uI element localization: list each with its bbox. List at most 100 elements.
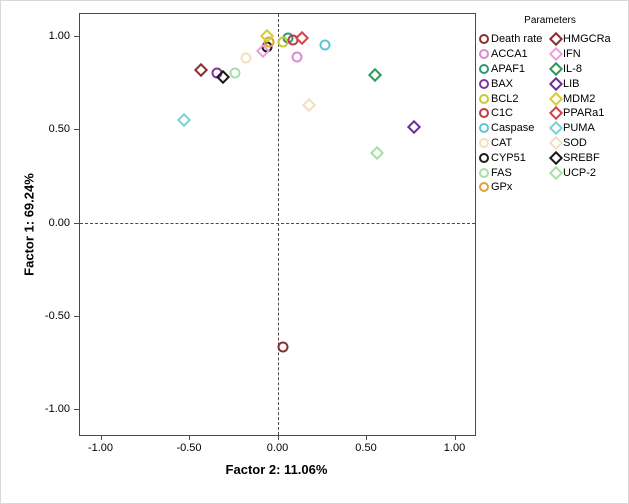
x-axis-tick-label: -1.00: [87, 442, 114, 454]
circle-shape: [478, 167, 489, 178]
data-point-bax: [211, 67, 223, 79]
legend-item-srebf: SREBF: [548, 150, 627, 165]
legend-item-label: HMGCRa: [563, 33, 611, 46]
y-axis-tick: [74, 129, 79, 131]
legend-item-mdm2: MDM2: [548, 91, 627, 106]
legend-item-ucp-2: UCP-2: [548, 165, 627, 180]
circle-shape: [478, 78, 489, 89]
legend-item-bcl2: BCL2: [477, 91, 549, 106]
data-point-lib: [406, 120, 421, 135]
plot-area: -1.00 -0.50 0.00 0.50 1.00 1.00 0.50 0.00 -0.50 -…: [45, 13, 476, 454]
diamond-marker-icon: [548, 91, 563, 106]
diamond-shape: [548, 32, 563, 47]
diamond-shape: [548, 150, 563, 165]
y-axis-tick: [74, 222, 79, 224]
diamond-marker-icon: [548, 61, 563, 77]
circle-shape: [478, 93, 489, 104]
data-point-fas: [229, 67, 241, 79]
legend: Parameters Death rate ACCA1 APAF1 BAX BCL2 C1…: [477, 15, 627, 195]
circle-marker-icon: [477, 181, 490, 194]
legend-item-puma: PUMA: [548, 121, 627, 136]
legend-item-label: SREBF: [563, 151, 600, 164]
legend-item-label: SOD: [563, 136, 587, 149]
legend-item-label: APAF1: [491, 62, 526, 75]
legend-item-label: Caspase: [491, 122, 535, 135]
y-axis-tick: [74, 315, 79, 317]
legend-columns: Death rate ACCA1 APAF1 BAX BCL2 C1C Caspase CAT…: [477, 32, 627, 195]
reference-line-vertical: [277, 14, 279, 435]
diamond-marker-icon: [548, 121, 563, 136]
legend-title: Parameters: [524, 15, 576, 26]
data-point-acca1: [291, 51, 303, 62]
legend-item-ppara1: PPARa1: [548, 106, 627, 121]
legend-item-bax: BAX: [477, 76, 549, 91]
legend-item-label: IFN: [563, 48, 581, 61]
data-point-gpx: [263, 36, 275, 48]
data-point-c1c: [287, 34, 299, 46]
data-point-caspase: [319, 39, 331, 51]
legend-item-label: FAS: [491, 166, 512, 179]
x-axis-tick: [366, 435, 367, 440]
data-point-il-8: [367, 68, 382, 83]
circle-shape: [478, 182, 489, 193]
circle-marker-icon: [477, 107, 490, 120]
legend-item-ifn: IFN: [548, 47, 627, 62]
circle-marker-icon: [477, 48, 490, 61]
legend-item-label: PUMA: [563, 122, 595, 135]
data-point-death-rate: [277, 341, 289, 353]
diamond-shape: [548, 106, 563, 121]
legend-item-il-8: IL-8: [548, 61, 627, 77]
legend-column-circles: Death rate ACCA1 APAF1 BAX BCL2 C1C Caspase CAT…: [477, 32, 549, 195]
legend-item-label: Death rate: [491, 33, 543, 46]
legend-item-label: PPARa1: [563, 107, 605, 120]
legend-item-cyp51: CYP51: [477, 150, 549, 165]
circle-shape: [478, 108, 489, 119]
diamond-marker-icon: [548, 150, 563, 165]
legend-item-label: C1C: [491, 107, 514, 120]
legend-item-label: BAX: [491, 77, 514, 90]
diamond-marker-icon: [548, 165, 563, 180]
legend-item-label: BCL2: [491, 92, 519, 105]
x-axis-tick: [100, 435, 102, 440]
circle-marker-icon: [477, 122, 490, 135]
legend-item-gpx: GPx: [477, 180, 549, 195]
diamond-shape: [548, 47, 563, 62]
diamond-marker-icon: [548, 76, 563, 91]
x-axis-tick: [189, 435, 190, 440]
circle-marker-icon: [477, 151, 490, 164]
circle-marker-icon: [477, 92, 490, 105]
diamond-marker-icon: [548, 32, 563, 47]
circle-shape: [478, 152, 489, 163]
legend-item-sod: SOD: [548, 135, 627, 151]
data-point-cat: [240, 52, 252, 64]
circle-shape: [478, 49, 489, 60]
legend-item-cat: CAT: [477, 136, 549, 151]
data-point-sod: [302, 97, 317, 113]
x-axis-tick-label: 0.00: [266, 442, 289, 454]
x-axis-tick-label: 0.50: [355, 442, 377, 454]
legend-item-death-rate: Death rate: [477, 32, 549, 47]
diamond-shape: [548, 91, 563, 106]
circle-shape: [478, 123, 489, 134]
legend-item-acca1: ACCA1: [477, 47, 549, 62]
diamond-shape: [548, 165, 563, 180]
legend-item-label: MDM2: [563, 92, 596, 105]
x-axis-title: Factor 2: 11.06%: [225, 462, 328, 477]
circle-marker-icon: [477, 33, 490, 46]
circle-marker-icon: [477, 77, 490, 90]
y-axis-title: Factor 1: 69.24%: [21, 173, 37, 276]
legend-item-label: GPx: [491, 181, 513, 194]
y-axis-tick: [74, 36, 79, 37]
legend-item-label: IL-8: [563, 62, 582, 75]
circle-marker-icon: [477, 62, 490, 75]
y-axis-tick-label: 0.00: [48, 216, 70, 229]
diamond-shape: [548, 76, 563, 91]
data-point-bcl2: [277, 36, 289, 48]
circle-shape: [478, 137, 489, 148]
legend-column-diamonds: HMGCRa IFN IL-8 LIB MDM2 PPARa1 PUMA SOD SREBF UC…: [548, 32, 627, 195]
legend-item-c1c: C1C: [477, 106, 549, 121]
legend-item-apaf1: APAF1: [477, 62, 549, 77]
legend-item-hmgcra: HMGCRa: [548, 32, 627, 47]
diamond-marker-icon: [548, 135, 563, 151]
